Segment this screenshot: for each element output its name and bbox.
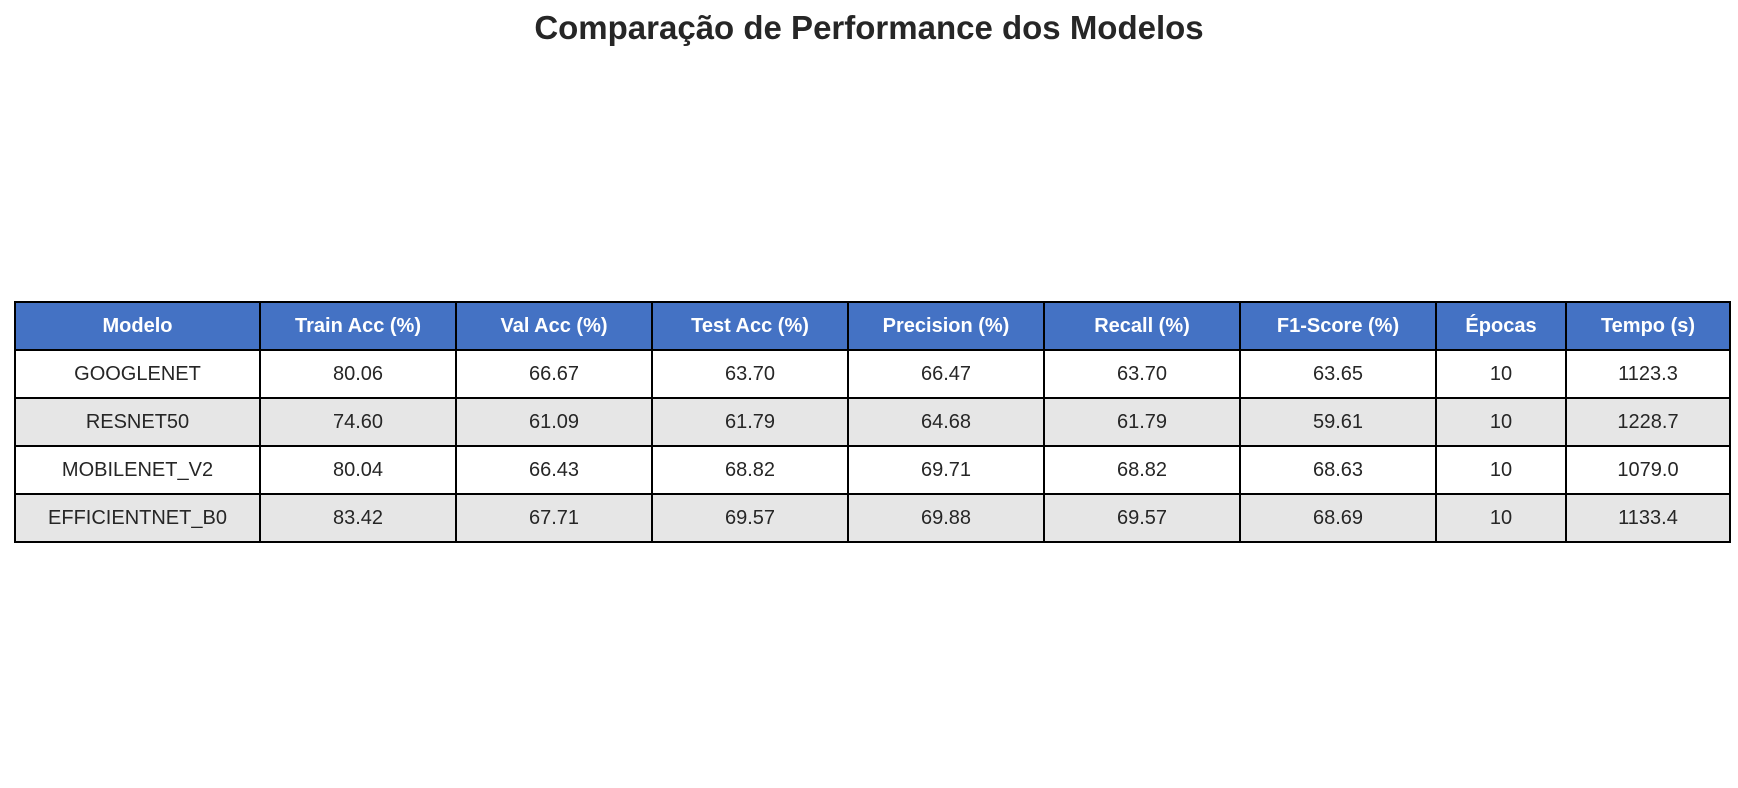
table-cell: 68.82 [651,445,849,495]
table-cell: 61.09 [455,397,653,447]
table-cell: 10 [1435,397,1567,447]
table-row: GOOGLENET 80.06 66.67 63.70 66.47 63.70 … [14,349,1731,399]
table-cell: 69.71 [847,445,1045,495]
table-cell: 1123.3 [1565,349,1731,399]
table-cell: 10 [1435,445,1567,495]
table-cell: 1133.4 [1565,493,1731,543]
table-row: EFFICIENTNET_B0 83.42 67.71 69.57 69.88 … [14,493,1731,543]
table-cell: GOOGLENET [14,349,261,399]
column-header: Test Acc (%) [651,301,849,351]
column-header: Precision (%) [847,301,1045,351]
table-cell: 66.43 [455,445,653,495]
table-cell: 63.70 [1043,349,1241,399]
table-cell: 68.69 [1239,493,1437,543]
table-cell: 63.65 [1239,349,1437,399]
table-cell: 69.57 [1043,493,1241,543]
table-cell: 1228.7 [1565,397,1731,447]
table-cell: 69.57 [651,493,849,543]
table-cell: 10 [1435,349,1567,399]
column-header: Recall (%) [1043,301,1241,351]
column-header: Épocas [1435,301,1567,351]
table-cell: 68.63 [1239,445,1437,495]
chart-title: Comparação de Performance dos Modelos [534,9,1204,46]
table-cell: 80.06 [259,349,457,399]
column-header: Tempo (s) [1565,301,1731,351]
table-cell: 1079.0 [1565,445,1731,495]
table-cell: 83.42 [259,493,457,543]
table-cell: 67.71 [455,493,653,543]
table-cell: 10 [1435,493,1567,543]
table-cell: 69.88 [847,493,1045,543]
table-cell: 61.79 [651,397,849,447]
table-cell: 63.70 [651,349,849,399]
table-header-row: Modelo Train Acc (%) Val Acc (%) Test Ac… [14,301,1731,351]
column-header: Train Acc (%) [259,301,457,351]
table-cell: 64.68 [847,397,1045,447]
table-cell: 61.79 [1043,397,1241,447]
table-cell: EFFICIENTNET_B0 [14,493,261,543]
table-cell: MOBILENET_V2 [14,445,261,495]
column-header: Modelo [14,301,261,351]
table-cell: 74.60 [259,397,457,447]
table-row: RESNET50 74.60 61.09 61.79 64.68 61.79 5… [14,397,1731,447]
table-cell: 80.04 [259,445,457,495]
table-cell: 59.61 [1239,397,1437,447]
table-cell: 66.67 [455,349,653,399]
table-cell: 68.82 [1043,445,1241,495]
performance-table: Modelo Train Acc (%) Val Acc (%) Test Ac… [14,301,1731,543]
column-header: Val Acc (%) [455,301,653,351]
column-header: F1-Score (%) [1239,301,1437,351]
table-cell: RESNET50 [14,397,261,447]
table-row: MOBILENET_V2 80.04 66.43 68.82 69.71 68.… [14,445,1731,495]
table-cell: 66.47 [847,349,1045,399]
